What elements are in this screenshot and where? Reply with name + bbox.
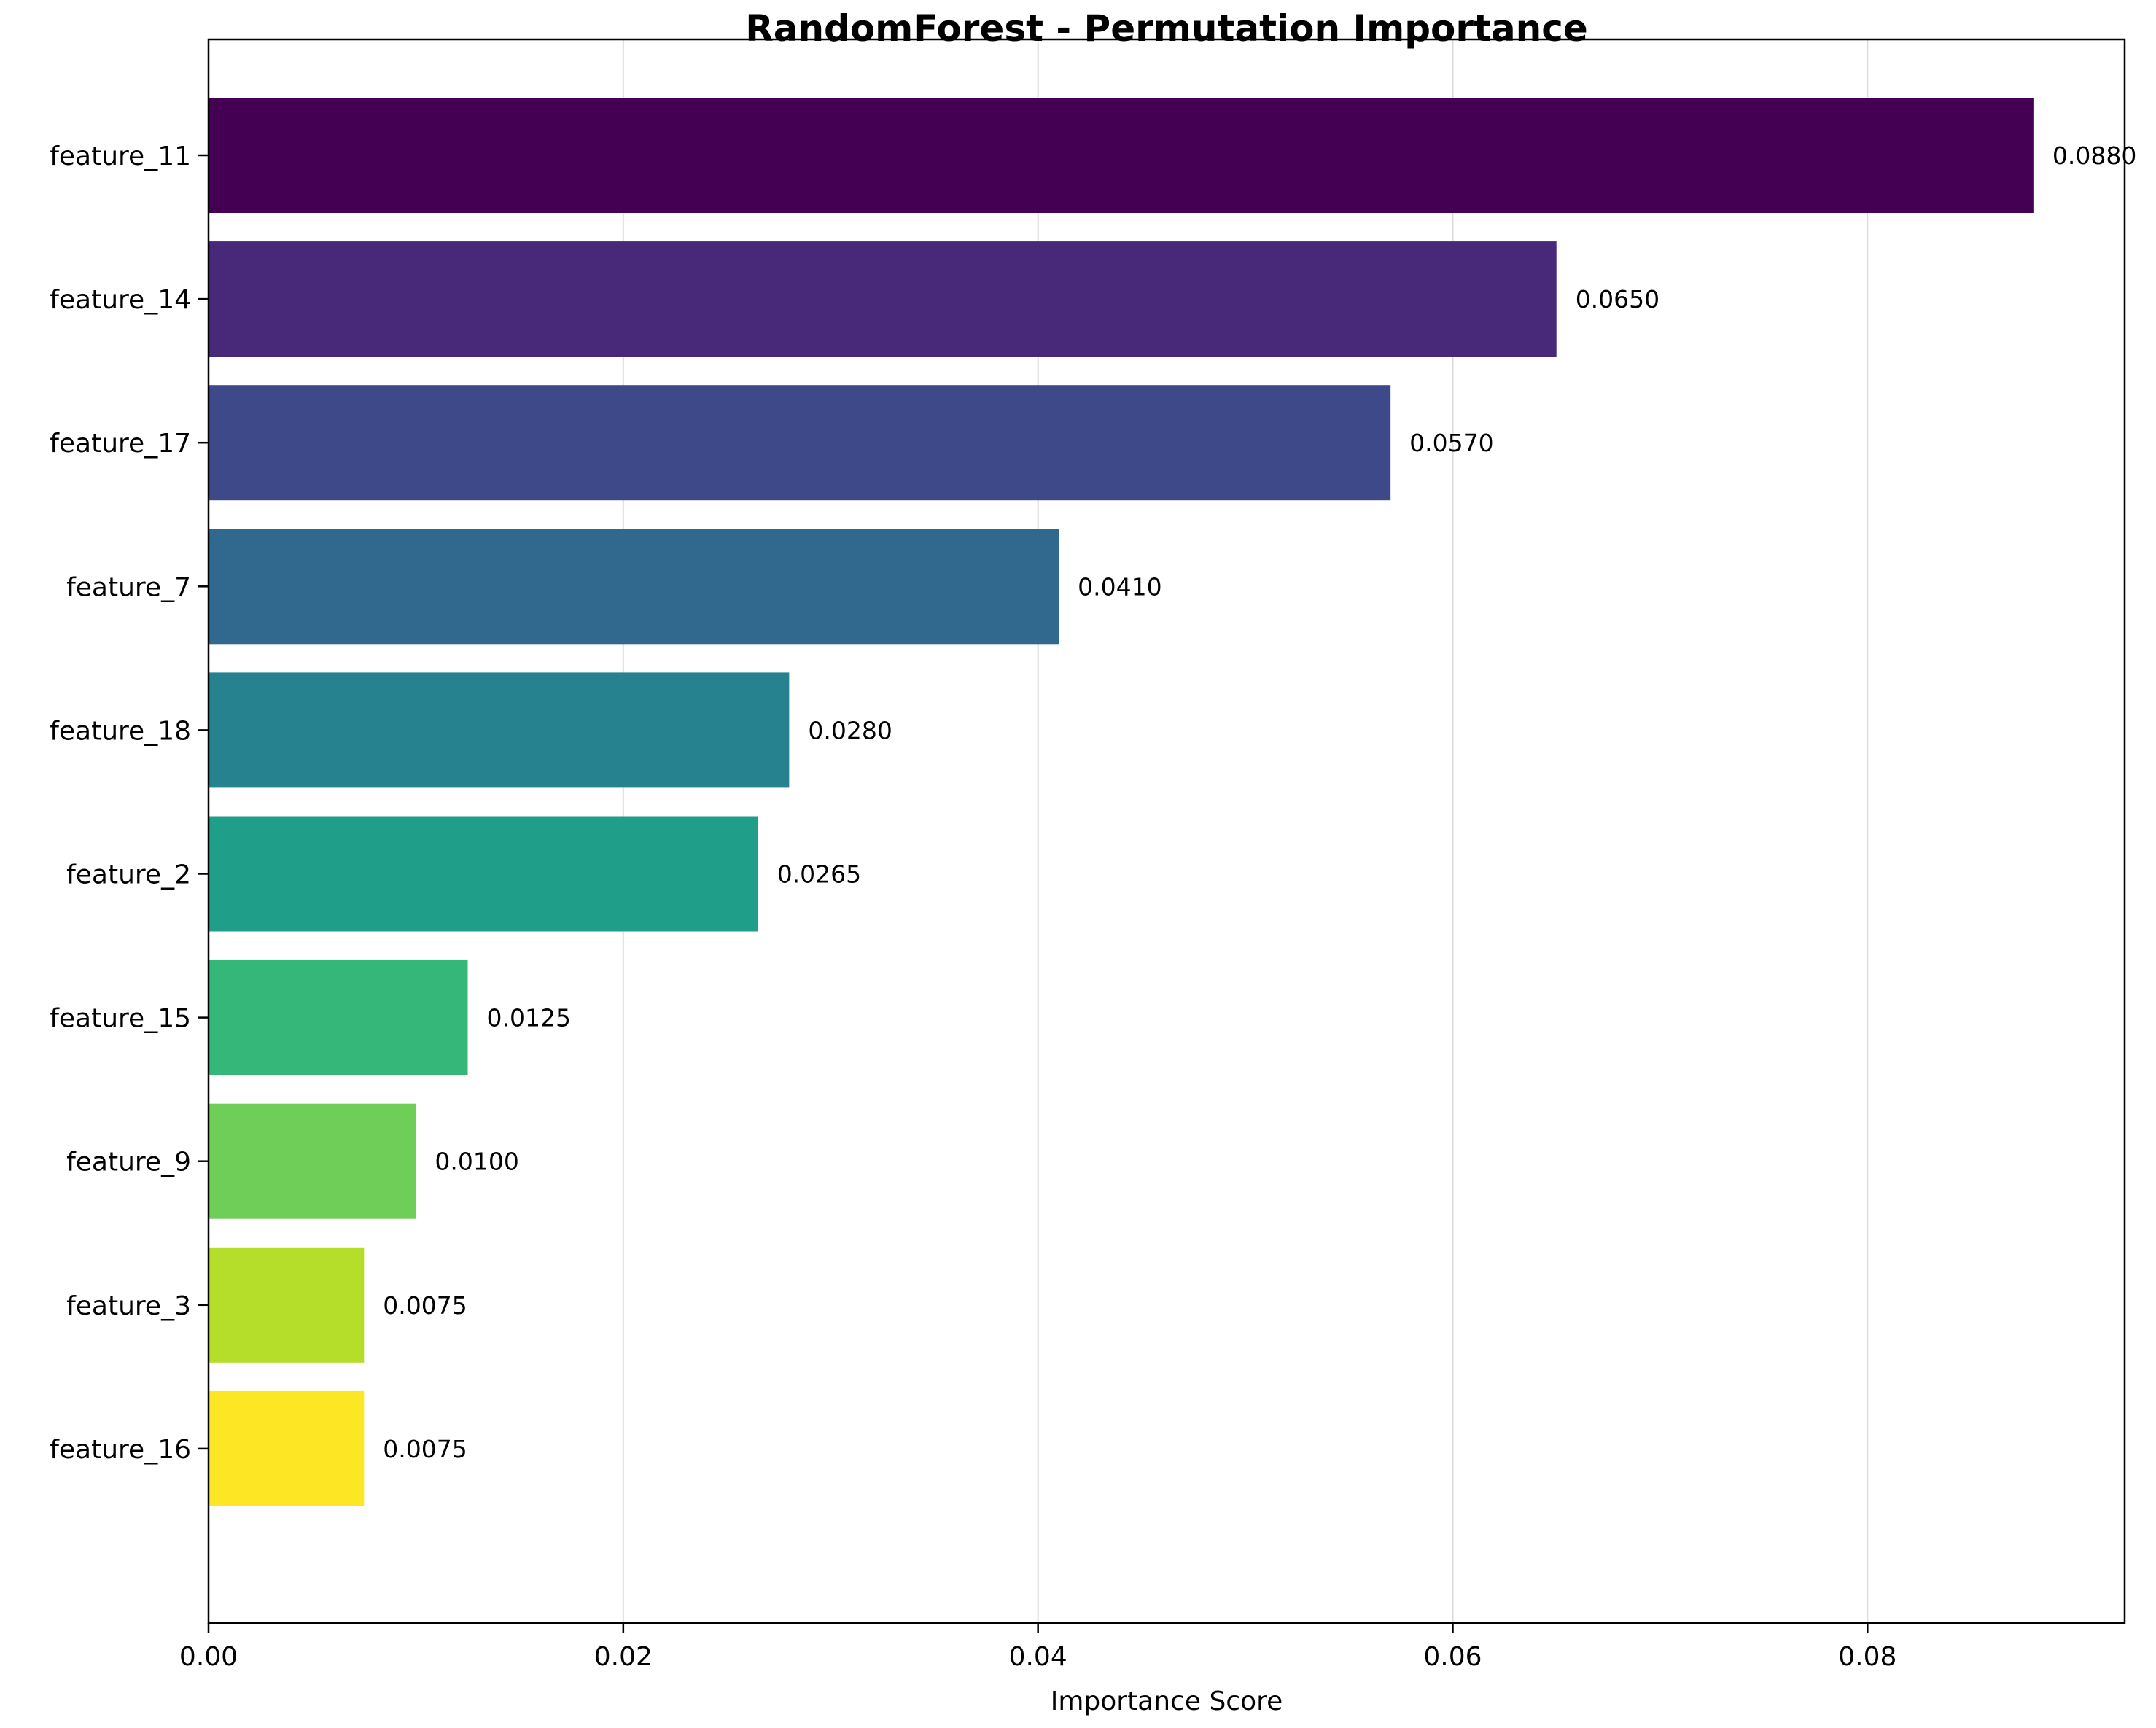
bar-feature_14	[209, 241, 1557, 357]
chart-title: RandomForest - Permutation Importance	[745, 7, 1588, 50]
value-labels: 0.0880 0.0650 0.0570 0.0410 0.0280 0.0265 0.01…	[383, 141, 2136, 1463]
bar-feature_2	[209, 816, 758, 932]
bar-feature_16	[209, 1390, 365, 1506]
value-label-feature_9: 0.0100	[435, 1148, 518, 1176]
y-tick-label-feature_11: feature_11	[50, 141, 191, 171]
y-tick-label-feature_2: feature_2	[66, 860, 191, 890]
y-tick-label-feature_15: feature_15	[50, 1004, 191, 1034]
bar-feature_17	[209, 385, 1391, 501]
bar-feature_9	[209, 1103, 416, 1219]
value-label-feature_17: 0.0570	[1409, 429, 1493, 457]
value-label-feature_16: 0.0075	[383, 1435, 467, 1463]
value-label-feature_18: 0.0280	[808, 716, 892, 744]
bar-feature_15	[209, 960, 468, 1075]
value-label-feature_2: 0.0265	[777, 860, 861, 889]
x-tick-label: 0.04	[1009, 1642, 1067, 1672]
y-tick-label-feature_14: feature_14	[50, 285, 191, 315]
y-axis-ticks: feature_11 feature_14 feature_17 feature_7f…	[50, 141, 209, 1465]
value-label-feature_15: 0.0125	[487, 1004, 571, 1032]
bar-feature_7	[209, 529, 1059, 645]
x-tick-label: 0.06	[1423, 1642, 1482, 1672]
value-label-feature_11: 0.0880	[2052, 141, 2136, 170]
value-label-feature_3: 0.0075	[383, 1291, 467, 1320]
value-label-feature_7: 0.0410	[1078, 572, 1161, 601]
x-tick-label: 0.02	[594, 1642, 653, 1672]
x-tick-label: 0.00	[179, 1642, 238, 1672]
y-tick-label-feature_16: feature_16	[50, 1435, 191, 1465]
x-axis-label: Importance Score	[1051, 1686, 1283, 1716]
bar-feature_11	[209, 98, 2034, 213]
y-tick-label-feature_18: feature_18	[50, 716, 191, 746]
x-axis-ticks: 0.00 0.02 0.04 0.06 0.08	[179, 1623, 1896, 1672]
bar-feature_3	[209, 1247, 365, 1363]
bar-feature_18	[209, 672, 790, 788]
y-tick-label-feature_17: feature_17	[50, 429, 191, 459]
x-tick-label: 0.08	[1838, 1642, 1896, 1672]
value-label-feature_14: 0.0650	[1576, 285, 1659, 314]
bars	[209, 98, 2034, 1506]
y-tick-label-feature_7: feature_7	[66, 572, 191, 602]
y-tick-label-feature_3: feature_3	[66, 1291, 191, 1321]
y-tick-label-feature_9: feature_9	[66, 1148, 191, 1178]
plot-frame	[207, 38, 2126, 1624]
